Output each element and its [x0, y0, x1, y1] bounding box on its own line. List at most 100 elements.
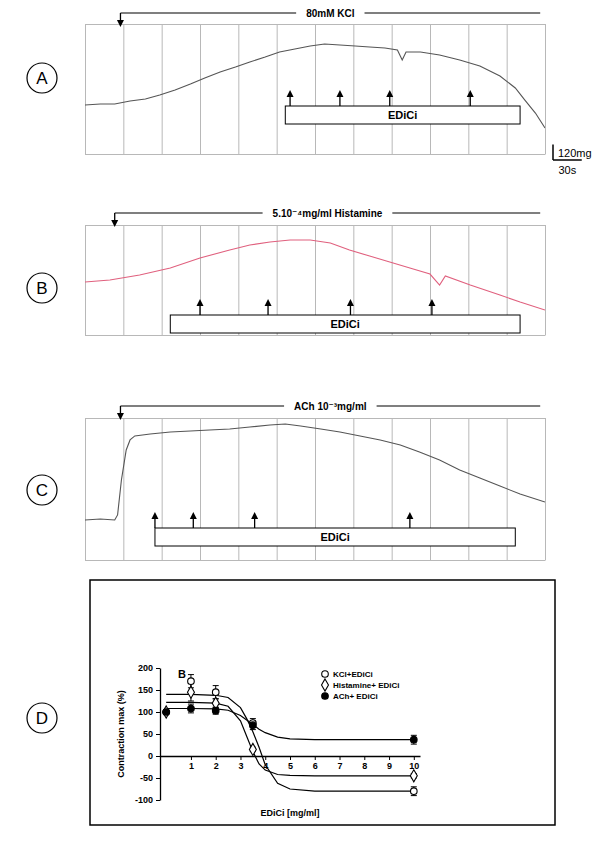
tick-mark: [191, 756, 192, 760]
tick-mark: [85, 418, 86, 560]
tick-mark: [277, 24, 278, 154]
title: B: [178, 668, 186, 680]
panel-label-circle: [27, 703, 57, 733]
agonist-arrow-head: [111, 220, 118, 227]
tick: 0: [148, 751, 160, 761]
tick: 7: [338, 756, 343, 771]
data-point: [411, 736, 418, 743]
tick: 8: [362, 756, 367, 771]
panel-label: D: [27, 703, 57, 733]
scale-bar: 120mg30s: [553, 144, 592, 176]
tick-mark: [85, 335, 545, 336]
tick-label: 0: [148, 751, 153, 761]
tick-mark: [238, 24, 239, 154]
tick: 9: [387, 756, 392, 771]
treatment: EDiCi: [170, 299, 520, 333]
tick-mark: [156, 756, 160, 757]
data-point: [163, 709, 170, 716]
addition-arrow: [428, 299, 435, 315]
addition-arrow-head: [406, 512, 413, 519]
error-bar-cap: [250, 718, 256, 719]
tick: 3: [238, 756, 243, 771]
tick-mark: [545, 418, 546, 560]
axis-line: [86, 560, 546, 561]
trace-line: [85, 240, 545, 310]
addition-arrow-head: [197, 299, 204, 306]
tick-mark: [123, 24, 124, 154]
addition-arrow-head: [428, 299, 435, 306]
tick-mark: [123, 225, 124, 335]
error-bar: [213, 707, 219, 714]
tick-label: 50: [143, 729, 153, 739]
tick-mark: [156, 712, 160, 713]
fit-line: [166, 694, 414, 791]
tick-label: 9: [387, 761, 392, 771]
tick-label: 6: [313, 761, 318, 771]
agonist-line: [115, 212, 263, 213]
plot-area: [163, 675, 418, 796]
tick-mark: [85, 154, 545, 155]
addition-arrow: [151, 512, 158, 528]
tick-mark: [162, 24, 163, 154]
error-bar: [188, 704, 194, 713]
tick-mark: [389, 756, 390, 760]
tick-mark: [430, 24, 431, 154]
legend-label: ACh+ EDiCi: [333, 692, 378, 701]
tick-mark: [216, 756, 217, 760]
tick: [123, 225, 124, 335]
panel-label: C: [27, 475, 57, 505]
panel-label-text: C: [36, 481, 48, 500]
scale-bar-y: [552, 144, 554, 160]
axis: [86, 418, 546, 561]
data-point: [212, 689, 219, 696]
tick-mark: [200, 24, 201, 154]
tick-mark: [545, 24, 546, 154]
tick-label: -100: [135, 795, 153, 805]
agonist-line: [120, 405, 284, 406]
addition-arrow-head: [265, 299, 272, 306]
addition-arrow-head: [467, 90, 474, 97]
agonist-line: [392, 212, 540, 213]
tick-mark: [340, 756, 341, 760]
tick-mark: [162, 225, 163, 335]
error-bar-cap: [250, 729, 256, 730]
addition-arrow: [386, 90, 393, 106]
axis-line: [86, 335, 546, 336]
legend-marker: [322, 693, 329, 700]
addition-arrow-head: [287, 90, 294, 97]
tick: [238, 24, 239, 154]
legend-item: Histamine+ EDiCi: [322, 679, 400, 691]
data-point: [188, 705, 195, 712]
tick-mark: [85, 225, 86, 335]
error-bar-cap: [411, 735, 417, 736]
tick: [85, 335, 545, 336]
error-bar-cap: [188, 704, 194, 705]
tick: -100: [135, 795, 160, 805]
panel-label: A: [27, 63, 57, 93]
addition-arrow-head: [386, 90, 393, 97]
tick: [468, 24, 469, 154]
error-bar-cap: [213, 685, 219, 686]
axis-line: [160, 669, 161, 801]
tick-label: -50: [140, 773, 153, 783]
plot-area: [85, 240, 545, 310]
tick: [507, 24, 508, 154]
tick: 200: [138, 663, 160, 673]
trace-panel: 5.10⁻⁴mg/ml Histamine EDiCi: [85, 208, 546, 336]
tick-label: 1: [189, 761, 194, 771]
scale-bar-label: 120mg: [558, 147, 592, 159]
agonist-arrow-head: [117, 20, 124, 27]
tick-label: 100: [138, 707, 153, 717]
axis: -100-50050100150200: [135, 663, 161, 805]
title: 80mM KCl: [306, 8, 355, 19]
data-point: [410, 770, 417, 782]
tick: [277, 24, 278, 154]
tick-mark: [265, 756, 266, 760]
axis-line: [85, 25, 86, 155]
addition-arrow: [190, 512, 197, 528]
agonist-bar: 5.10⁻⁴mg/ml Histamine: [111, 208, 540, 227]
tick: 50: [143, 729, 160, 739]
tick: [392, 24, 393, 154]
data-point: [411, 788, 418, 795]
title: ACh 10⁻³mg/ml: [294, 401, 367, 412]
